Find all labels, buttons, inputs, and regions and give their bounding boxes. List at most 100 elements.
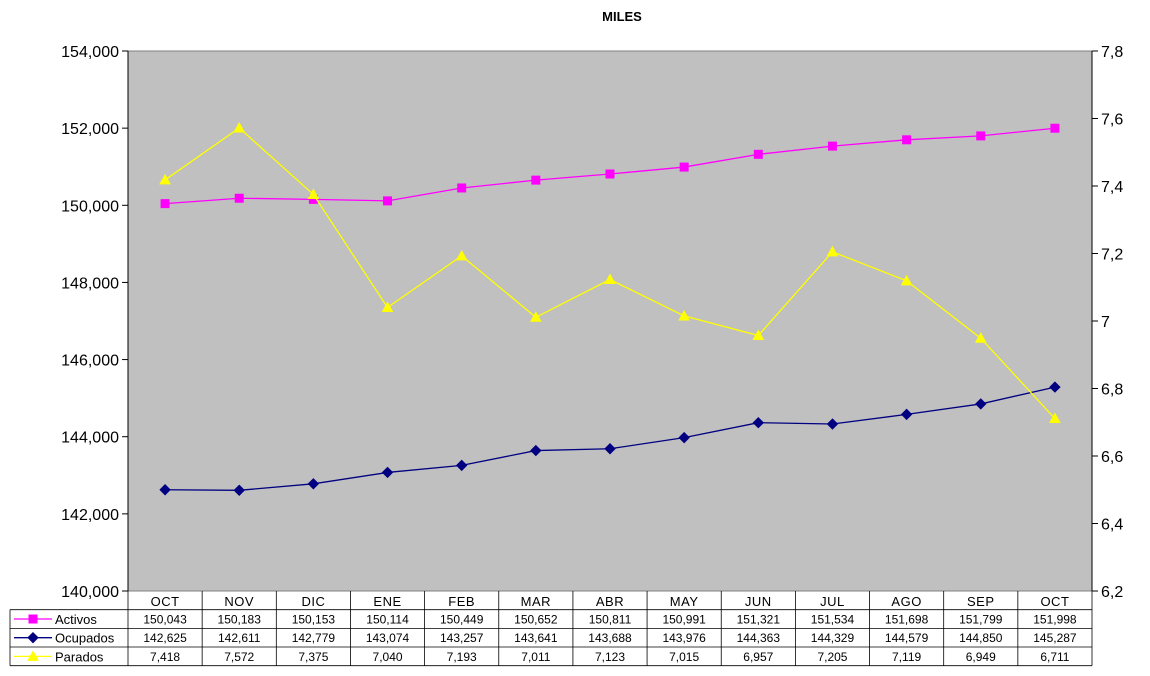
data-point-ocupados	[826, 418, 839, 430]
legend-marker-activos	[28, 614, 38, 624]
data-label-activos: 150,991	[662, 613, 706, 627]
axes: 140,000 142,000 144,000 146,000 148,000 150,0…	[61, 44, 1123, 601]
data-label-activos: 150,183	[218, 613, 262, 627]
data-label-ocupados: 144,850	[959, 631, 1003, 645]
data-point-activos	[976, 131, 986, 141]
data-label-ocupados: 143,688	[588, 631, 632, 645]
category-label: OCT	[151, 594, 180, 609]
data-point-parados	[678, 309, 691, 321]
data-label-ocupados: 142,779	[292, 631, 336, 645]
data-label-activos: 150,811	[589, 613, 632, 627]
data-point-ocupados	[678, 431, 690, 444]
data-label-activos: 150,449	[440, 613, 484, 627]
y-left-tick-label: 150,000	[61, 198, 119, 215]
data-label-ocupados: 143,257	[440, 631, 484, 645]
data-label-activos: 151,321	[737, 613, 781, 627]
data-label-parados: 7,011	[521, 650, 550, 664]
category-label: MAY	[670, 594, 699, 609]
data-label-activos: 150,043	[143, 613, 187, 627]
data-label-ocupados: 144,329	[811, 631, 855, 645]
data-label-parados: 6,957	[743, 650, 773, 664]
series-name-activos: Activos	[55, 612, 97, 627]
data-label-parados: 7,375	[298, 650, 328, 664]
plot-background	[127, 50, 1093, 592]
data-label-ocupados: 143,074	[366, 631, 410, 645]
y-right-tick-label: 7	[1101, 314, 1110, 331]
y-right-tick-label: 6,2	[1101, 584, 1123, 601]
data-label-ocupados: 142,625	[143, 631, 187, 645]
data-point-activos	[457, 183, 467, 193]
data-point-activos	[531, 175, 541, 185]
category-label: FEB	[448, 594, 475, 609]
data-label-parados: 7,040	[373, 650, 403, 664]
category-label: MAR	[521, 594, 551, 609]
y-left-tick-label: 154,000	[61, 44, 119, 61]
data-point-ocupados	[900, 408, 913, 421]
legend-key-ocupados	[14, 631, 52, 644]
y-left-tick-label: 144,000	[61, 430, 119, 447]
data-label-ocupados: 144,363	[737, 631, 781, 645]
data-point-activos	[902, 135, 912, 145]
data-point-ocupados	[604, 443, 616, 455]
data-point-ocupados	[381, 466, 394, 479]
category-label: JUN	[745, 594, 772, 609]
data-label-parados: 7,123	[595, 650, 625, 664]
data-label-ocupados: 142,611	[218, 631, 261, 645]
data-point-ocupados	[233, 484, 245, 496]
data-label-activos: 151,998	[1033, 613, 1077, 627]
data-point-activos	[753, 149, 763, 159]
data-point-activos	[827, 141, 837, 151]
legend-marker-parados	[27, 650, 39, 661]
data-label-activos: 150,652	[514, 613, 558, 627]
data-label-ocupados: 143,976	[662, 631, 706, 645]
data-point-activos	[1050, 123, 1060, 133]
data-label-activos: 150,114	[366, 613, 409, 627]
y-right-tick-label: 7,2	[1101, 247, 1123, 264]
data-point-activos	[383, 196, 393, 206]
y-right-tick-label: 6,6	[1101, 449, 1123, 466]
category-label: ABR	[596, 594, 624, 609]
y-right-tick-label: 7,6	[1101, 112, 1123, 129]
data-point-activos	[679, 162, 689, 172]
series-name-ocupados: Ocupados	[55, 631, 115, 646]
series-ocupados	[159, 381, 1061, 496]
y-right-tick-label: 6,8	[1101, 382, 1123, 399]
data-point-ocupados	[159, 484, 171, 496]
y-right-tick-label: 7,4	[1101, 179, 1123, 196]
data-label-activos: 150,153	[292, 613, 336, 627]
category-label: JUL	[820, 594, 845, 609]
data-point-parados	[233, 121, 246, 133]
data-label-parados: 7,572	[224, 650, 254, 664]
series-parados	[159, 121, 1061, 424]
series-layer	[159, 121, 1061, 496]
category-label: OCT	[1040, 594, 1069, 609]
data-label-ocupados: 145,287	[1033, 631, 1077, 645]
chart-title: MILES	[602, 9, 642, 24]
data-point-activos	[160, 199, 170, 209]
legend-key-parados	[14, 650, 52, 661]
y-left-tick-label: 146,000	[61, 353, 119, 370]
category-label: NOV	[224, 594, 254, 609]
data-label-activos: 151,534	[811, 613, 855, 627]
data-point-parados	[529, 311, 542, 322]
y-right-tick-label: 7,8	[1101, 44, 1123, 61]
data-label-parados: 7,119	[892, 650, 921, 664]
y-right-tick-label: 6,4	[1101, 517, 1123, 534]
series-name-parados: Parados	[55, 649, 104, 664]
data-point-parados	[900, 274, 913, 286]
y-left-tick-label: 140,000	[61, 584, 119, 601]
data-point-parados	[381, 301, 394, 312]
y-left-tick-label: 142,000	[61, 507, 119, 524]
data-point-parados	[604, 273, 616, 284]
data-label-parados: 7,015	[669, 650, 699, 664]
data-label-activos: 151,698	[885, 613, 929, 627]
data-point-ocupados	[530, 444, 542, 457]
data-point-parados	[826, 245, 839, 257]
data-point-parados	[974, 332, 987, 343]
category-label: SEP	[967, 594, 995, 609]
plot-area	[127, 50, 1093, 592]
category-label: DIC	[301, 594, 325, 609]
series-activos	[160, 123, 1060, 209]
data-point-parados	[752, 329, 765, 341]
